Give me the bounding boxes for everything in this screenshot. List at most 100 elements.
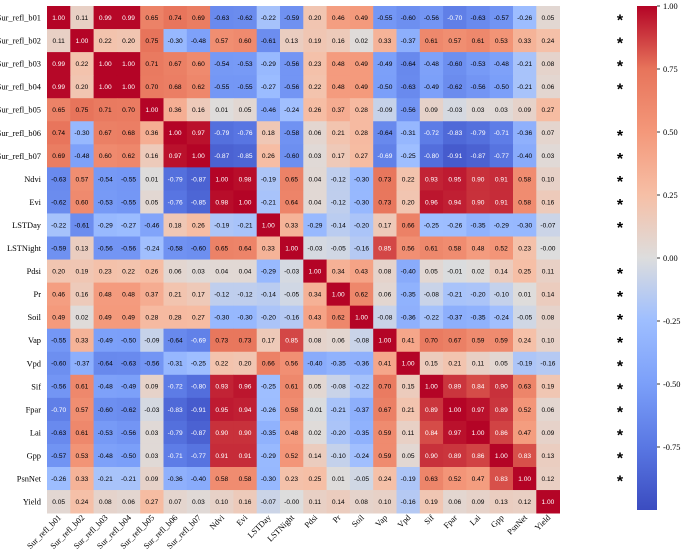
heatmap-cell	[536, 98, 560, 122]
row-label: Sur_refl_b05	[0, 106, 41, 115]
heatmap-cell	[163, 29, 188, 53]
heatmap-cell	[536, 305, 560, 330]
cell-value: -0.07	[540, 222, 555, 229]
cell-value: 1.00	[262, 222, 275, 229]
heatmap-cell	[419, 305, 444, 330]
cell-value: -0.71	[168, 453, 183, 460]
cell-value: 0.20	[402, 199, 415, 206]
heatmap-cell	[396, 259, 421, 283]
cell-value: -0.58	[284, 130, 299, 137]
heatmap-cell	[373, 328, 397, 353]
heatmap-cell	[419, 52, 444, 76]
cell-value: 0.69	[192, 15, 205, 22]
heatmap-cell	[186, 6, 211, 30]
heatmap-cell	[186, 167, 211, 191]
significance-marker: *	[617, 450, 624, 467]
cell-value: -0.21	[238, 222, 253, 229]
heatmap-cell	[443, 167, 467, 191]
cell-value: -0.03	[284, 268, 299, 275]
cell-value: 0.04	[309, 176, 322, 183]
heatmap-cell	[513, 29, 537, 53]
cell-value: 1.00	[309, 268, 322, 275]
heatmap-cell	[140, 190, 164, 214]
heatmap-cell	[466, 98, 491, 122]
heatmap-cell	[140, 259, 164, 283]
cell-value: 0.06	[309, 130, 322, 137]
heatmap-cell	[489, 75, 514, 99]
cell-value: -0.29	[261, 61, 276, 68]
cell-value: 0.05	[145, 199, 158, 206]
cell-value: 0.14	[309, 453, 322, 460]
cell-value: 0.69	[52, 153, 65, 160]
heatmap-cell	[466, 397, 491, 422]
heatmap-cell	[419, 467, 444, 491]
cell-value: -0.37	[354, 407, 369, 414]
cell-value: 0.06	[122, 499, 135, 506]
heatmap-cell	[303, 282, 327, 307]
cell-value: 0.97	[192, 130, 205, 137]
cell-value: 0.09	[145, 476, 158, 483]
heatmap-cell	[70, 236, 94, 260]
heatmap-cell	[396, 420, 421, 445]
colorbar-tick-label: 1.00	[663, 2, 678, 11]
cell-value: -0.62	[121, 407, 136, 414]
cell-value: 0.74	[52, 130, 65, 137]
heatmap-cell	[303, 374, 327, 399]
heatmap-cell	[489, 328, 514, 353]
heatmap-cell	[396, 351, 421, 376]
cell-value: -0.56	[121, 245, 136, 252]
cell-value: 1.00	[518, 476, 531, 483]
cell-value: 0.52	[518, 407, 531, 414]
cell-value: -0.50	[121, 453, 136, 460]
cell-value: -0.35	[471, 222, 486, 229]
heatmap-cell	[443, 213, 467, 237]
cell-value: 0.93	[425, 176, 438, 183]
cell-value: 0.75	[145, 38, 158, 45]
heatmap-cell	[47, 305, 71, 330]
cell-value: -0.55	[214, 84, 229, 91]
heatmap-cell	[303, 236, 327, 260]
heatmap-cell	[233, 259, 258, 283]
cell-value: -0.27	[121, 222, 136, 229]
cell-value: -0.50	[494, 84, 509, 91]
cell-value: -0.03	[307, 245, 322, 252]
cell-value: 0.65	[285, 176, 298, 183]
heatmap-cell	[349, 351, 374, 376]
heatmap-cell	[373, 305, 397, 330]
cell-value: -0.80	[424, 153, 439, 160]
cell-value: 0.60	[99, 153, 112, 160]
cell-value: 0.90	[472, 199, 485, 206]
cell-value: 0.21	[332, 130, 345, 137]
cell-value: -0.16	[540, 361, 555, 368]
heatmap-cell	[443, 29, 467, 53]
heatmap-cell	[233, 351, 258, 376]
heatmap-cell	[233, 467, 258, 491]
heatmap-cell	[140, 305, 164, 330]
heatmap-cell	[280, 29, 304, 53]
heatmap-cell	[396, 397, 421, 422]
heatmap-cell	[233, 190, 258, 214]
heatmap-cell	[466, 236, 491, 260]
column-label: Lai	[468, 513, 483, 528]
cell-value: -0.29	[307, 222, 322, 229]
heatmap-cell	[70, 397, 94, 422]
cell-value: 0.41	[402, 338, 415, 345]
cell-value: 0.58	[215, 476, 228, 483]
heatmap-cell	[349, 443, 374, 468]
cell-value: 0.52	[448, 476, 461, 483]
heatmap-cell	[419, 167, 444, 191]
cell-value: 0.22	[215, 361, 228, 368]
cell-value: 0.85	[378, 245, 391, 252]
cell-value: 0.53	[495, 38, 508, 45]
heatmap-cell	[163, 98, 188, 122]
heatmap-cell	[140, 467, 164, 491]
heatmap-cell	[186, 52, 211, 76]
heatmap-cell	[163, 467, 188, 491]
significance-marker: *	[617, 358, 624, 375]
heatmap-cell	[303, 420, 327, 445]
cell-value: 0.49	[99, 315, 112, 322]
heatmap-cell	[349, 259, 374, 283]
cell-value: -0.05	[331, 245, 346, 252]
heatmap-cell	[280, 6, 304, 30]
significance-marker: *	[617, 151, 624, 168]
